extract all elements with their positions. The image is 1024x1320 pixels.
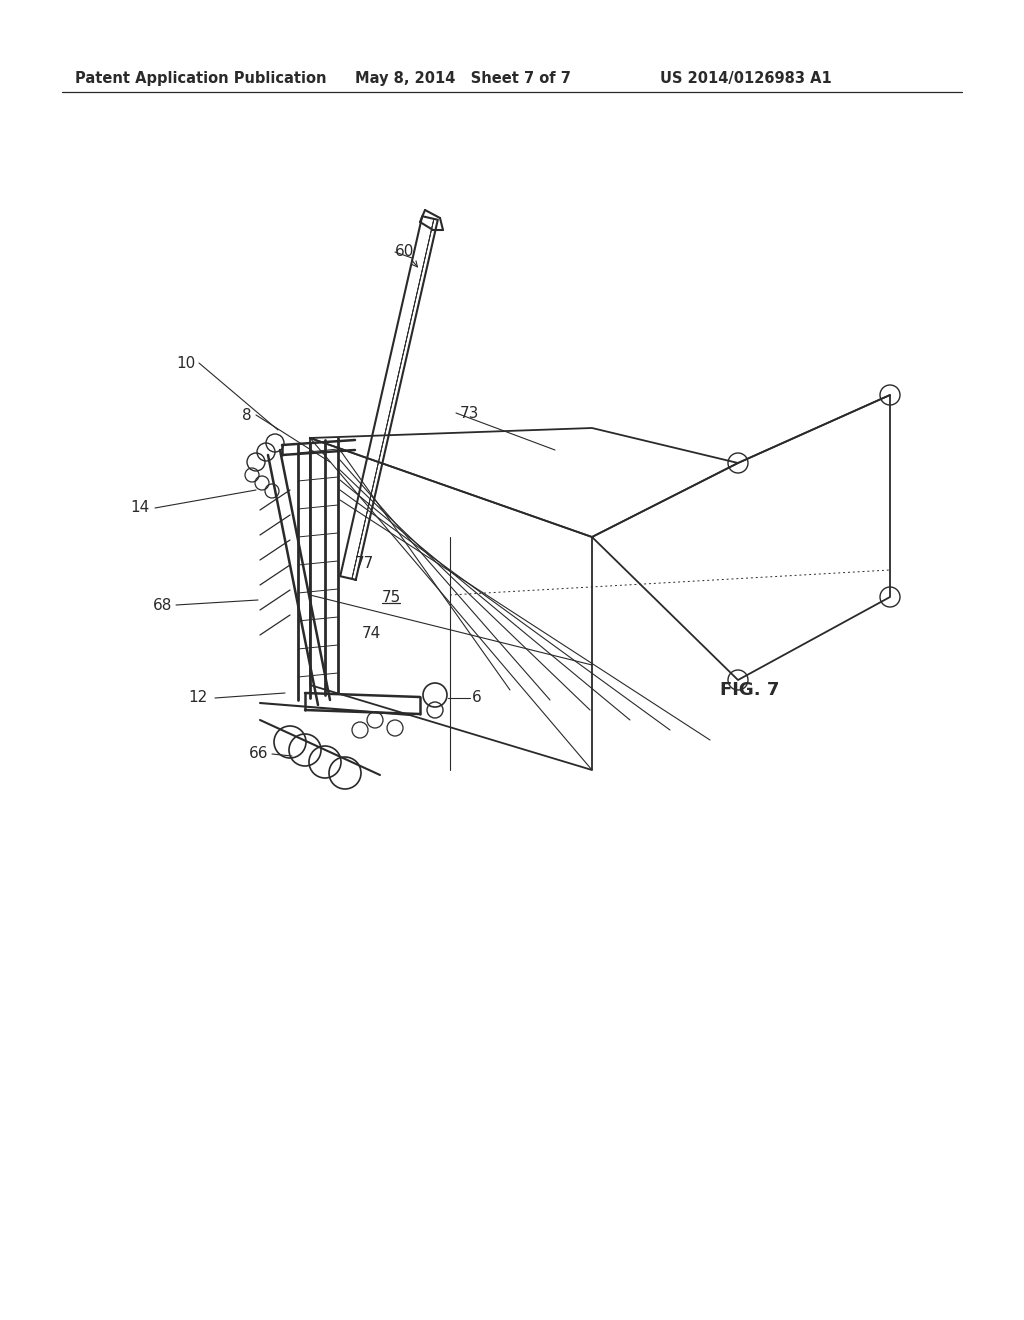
Text: 12: 12: [188, 690, 208, 705]
Text: 73: 73: [460, 405, 479, 421]
Text: 8: 8: [243, 408, 252, 422]
Text: FIG. 7: FIG. 7: [720, 681, 779, 700]
Text: 68: 68: [153, 598, 172, 612]
Text: 14: 14: [131, 500, 150, 516]
Text: 77: 77: [355, 556, 374, 570]
Text: 60: 60: [395, 244, 415, 260]
Text: May 8, 2014   Sheet 7 of 7: May 8, 2014 Sheet 7 of 7: [355, 70, 570, 86]
Text: 75: 75: [382, 590, 401, 606]
Text: 66: 66: [249, 747, 268, 762]
Text: 74: 74: [362, 626, 381, 640]
Text: 10: 10: [177, 355, 196, 371]
Text: 6: 6: [472, 690, 481, 705]
Text: US 2014/0126983 A1: US 2014/0126983 A1: [660, 70, 831, 86]
Text: Patent Application Publication: Patent Application Publication: [75, 70, 327, 86]
